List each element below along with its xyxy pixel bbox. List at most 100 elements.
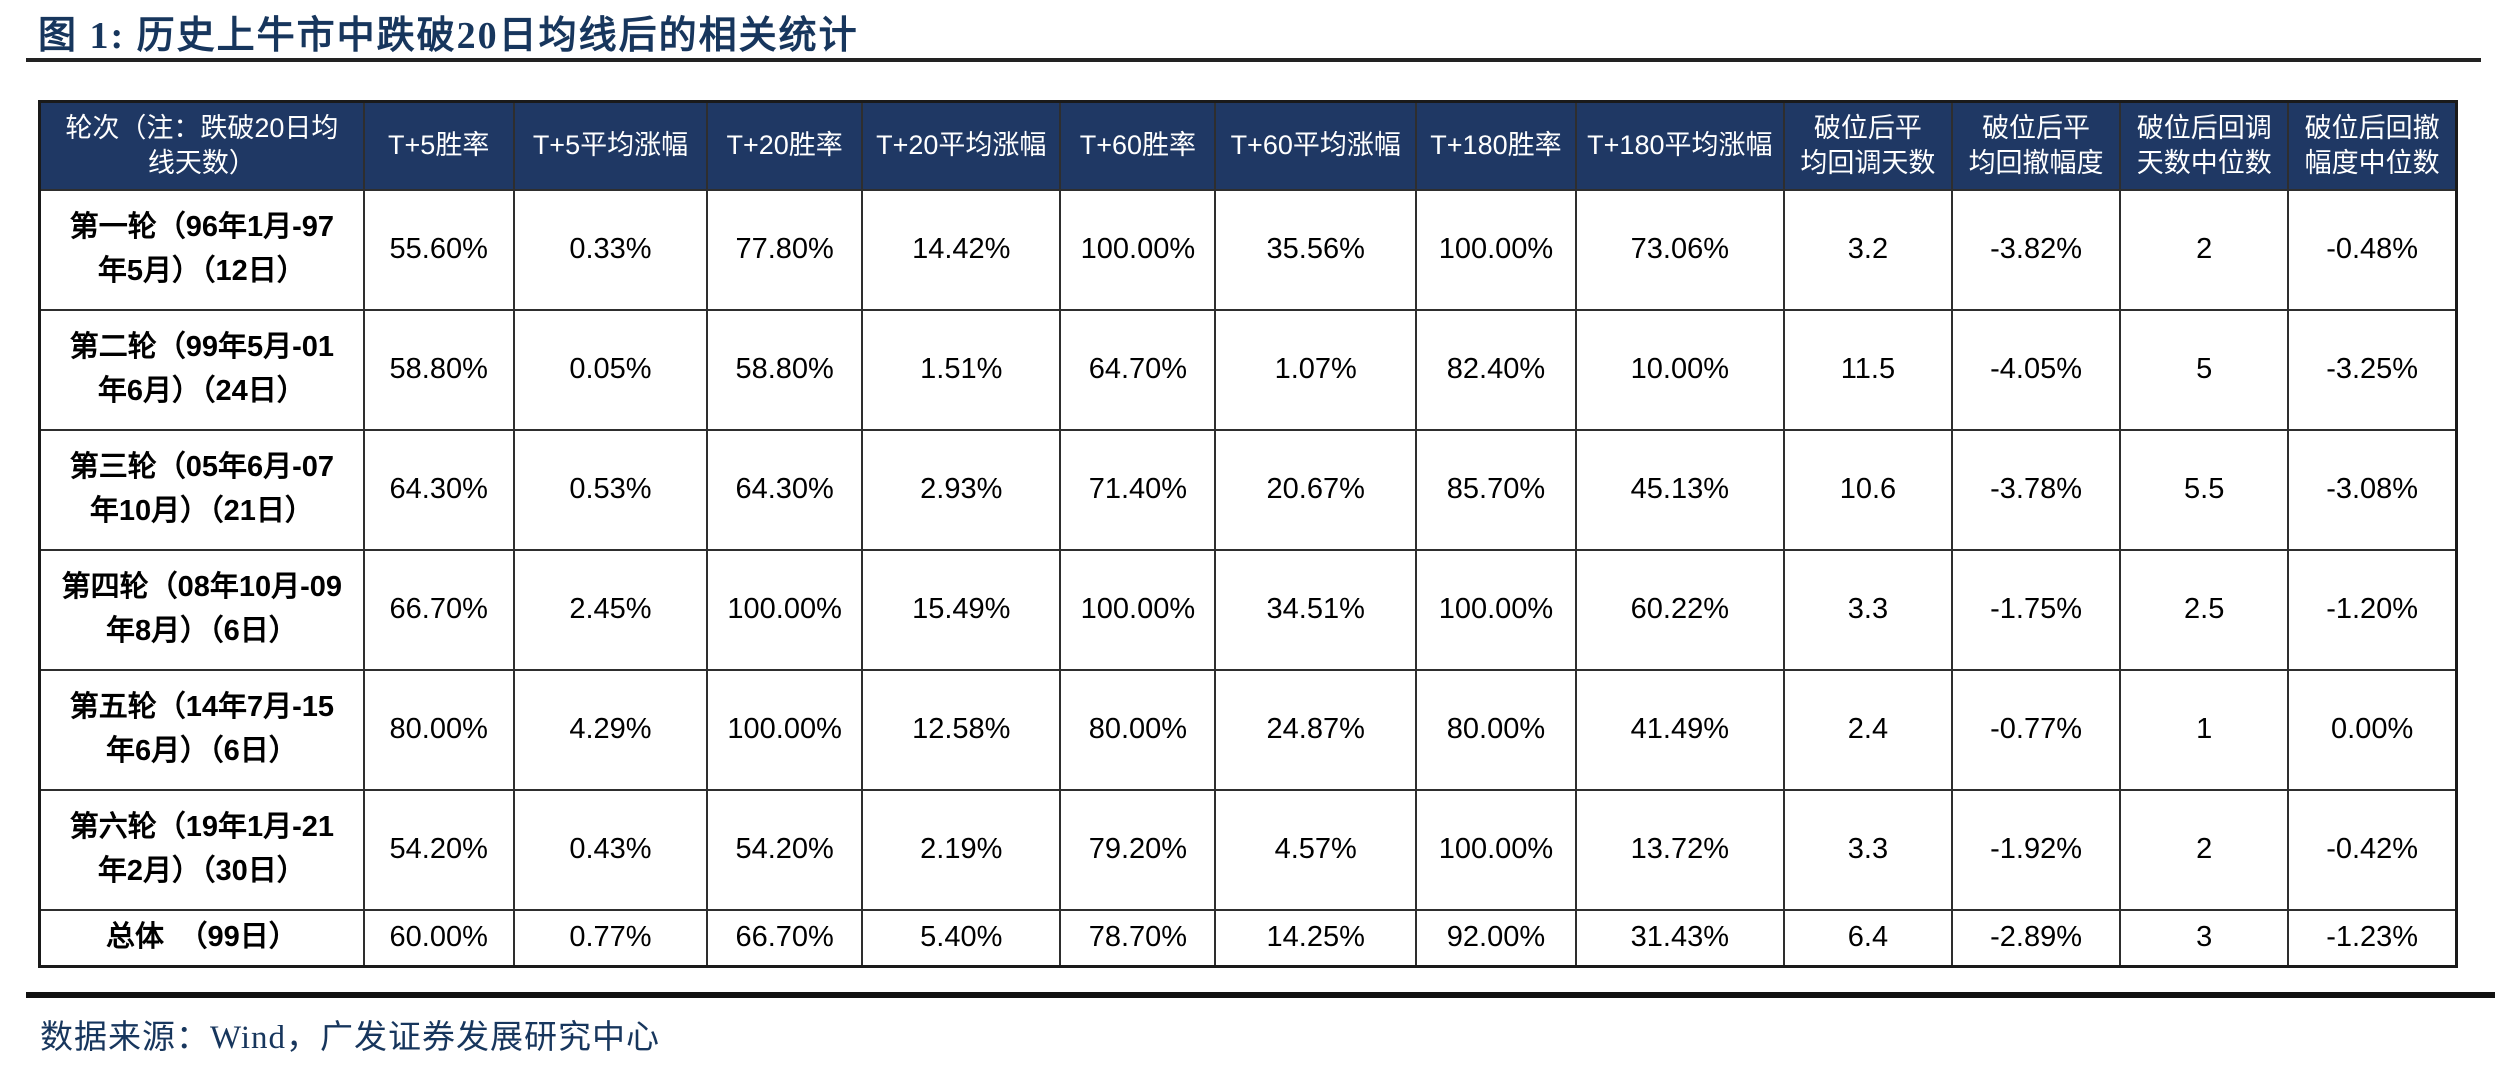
table-cell: -3.78%	[1950, 428, 2122, 551]
table-cell: 82.40%	[1415, 308, 1577, 431]
table-cell: 64.30%	[362, 428, 515, 551]
row-label: 第一轮（96年1月-97 年5月）（12日）	[38, 188, 365, 311]
table-cell: 0.77%	[512, 908, 709, 968]
table-cell: 34.51%	[1214, 548, 1418, 671]
table-row: 第五轮（14年7月-15 年6月）（6日） 80.00% 4.29% 100.00% 1…	[38, 668, 2458, 791]
table-cell: -3.25%	[2287, 308, 2458, 431]
table-cell: 24.87%	[1214, 668, 1418, 791]
column-header-12: 破位后回撤 幅度中位数	[2287, 100, 2459, 191]
table-cell: 2.93%	[861, 428, 1062, 551]
table-cell: -0.77%	[1950, 668, 2122, 791]
table-cell: 10.00%	[1574, 308, 1785, 431]
table-cell: 1.51%	[861, 308, 1062, 431]
table-cell: 5	[2119, 308, 2290, 431]
figure-title: 图 1: 历史上牛市中跌破20日均线后的相关统计	[38, 15, 859, 57]
table-cell: 11.5	[1782, 308, 1954, 431]
table-cell: -1.20%	[2287, 548, 2458, 671]
table-cell: -0.42%	[2287, 788, 2458, 911]
table-cell: 2.5	[2119, 548, 2290, 671]
table-cell: 100.00%	[1415, 548, 1577, 671]
table-cell: -1.23%	[2287, 908, 2458, 968]
table-cell: 60.22%	[1574, 548, 1785, 671]
table-cell: 1	[2119, 668, 2290, 791]
table-cell: 54.20%	[706, 788, 864, 911]
table-cell: 60.00%	[362, 908, 515, 968]
table-cell: 100.00%	[1059, 188, 1217, 311]
row-label: 总体 （99日）	[38, 908, 365, 968]
table-cell: 73.06%	[1574, 188, 1785, 311]
table-cell: 5.5	[2119, 428, 2290, 551]
table-cell: 55.60%	[362, 188, 515, 311]
table-header-row: 轮次（注：跌破20日均 线天数） T+5胜率 T+5平均涨幅 T+20胜率 T+20平均…	[37, 100, 2459, 191]
table-body: 第一轮（96年1月-97 年5月）（12日） 55.60% 0.33% 77.80% 1…	[38, 188, 2458, 968]
table-cell: -4.05%	[1950, 308, 2122, 431]
table-cell: 10.6	[1782, 428, 1954, 551]
table-cell: 14.42%	[861, 188, 1062, 311]
table-row: 第一轮（96年1月-97 年5月）（12日） 55.60% 0.33% 77.80% 1…	[38, 188, 2458, 311]
column-header-11: 破位后回调 天数中位数	[2119, 100, 2290, 191]
column-header-7: T+180胜率	[1415, 100, 1577, 191]
column-header-1: T+5胜率	[362, 100, 515, 191]
table-cell: -2.89%	[1950, 908, 2122, 968]
table-cell: 78.70%	[1059, 908, 1217, 968]
column-header-9: 破位后平 均回调天数	[1782, 100, 1954, 191]
table-cell: 100.00%	[1415, 788, 1577, 911]
table-cell: 66.70%	[706, 908, 864, 968]
column-header-2: T+5平均涨幅	[512, 100, 709, 191]
table-cell: 2	[2119, 788, 2290, 911]
column-header-0: 轮次（注：跌破20日均 线天数）	[37, 100, 365, 191]
table-cell: 77.80%	[706, 188, 864, 311]
table-cell: 79.20%	[1059, 788, 1217, 911]
row-label: 第二轮（99年5月-01 年6月）（24日）	[38, 308, 365, 431]
data-source: 数据来源：Wind，广发证券发展研究中心	[40, 1020, 660, 1056]
column-header-4: T+20平均涨幅	[861, 100, 1062, 191]
table-cell: 100.00%	[1059, 548, 1217, 671]
table-row: 第三轮（05年6月-07 年10月）（21日） 64.30% 0.53% 64.30%…	[38, 428, 2458, 551]
table-cell: 15.49%	[861, 548, 1062, 671]
table-cell: -1.75%	[1950, 548, 2122, 671]
table-cell: 35.56%	[1214, 188, 1418, 311]
table-cell: 54.20%	[362, 788, 515, 911]
table-cell: -1.92%	[1950, 788, 2122, 911]
table-cell: 2.45%	[512, 548, 709, 671]
table-cell: 0.53%	[512, 428, 709, 551]
table-cell: 64.70%	[1059, 308, 1217, 431]
table-cell: 66.70%	[362, 548, 515, 671]
column-header-3: T+20胜率	[706, 100, 864, 191]
table-row: 第四轮（08年10月-09 年8月）（6日） 66.70% 2.45% 100.00%…	[38, 548, 2458, 671]
table-cell: 6.4	[1782, 908, 1954, 968]
bottom-divider	[26, 992, 2495, 998]
table-cell: 0.00%	[2287, 668, 2458, 791]
table-cell: 0.33%	[512, 188, 709, 311]
table-cell: -3.82%	[1950, 188, 2122, 311]
table-cell: 31.43%	[1574, 908, 1785, 968]
table-cell: 58.80%	[362, 308, 515, 431]
table-cell: 64.30%	[706, 428, 864, 551]
table-cell: 20.67%	[1214, 428, 1418, 551]
title-divider	[26, 58, 2481, 62]
column-header-6: T+60平均涨幅	[1214, 100, 1418, 191]
table-cell: 58.80%	[706, 308, 864, 431]
table-cell: -0.48%	[2287, 188, 2458, 311]
table-cell: 3.3	[1782, 788, 1954, 911]
table-cell: 2.19%	[861, 788, 1062, 911]
column-header-5: T+60胜率	[1059, 100, 1217, 191]
table-cell: 45.13%	[1574, 428, 1785, 551]
table-cell: 80.00%	[362, 668, 515, 791]
table-cell: 71.40%	[1059, 428, 1217, 551]
table-cell: 5.40%	[861, 908, 1062, 968]
table-cell: 100.00%	[706, 548, 864, 671]
table-cell: 2	[2119, 188, 2290, 311]
table-row-total: 总体 （99日） 60.00% 0.77% 66.70% 5.40% 78.70% 14.2…	[38, 908, 2458, 968]
table-row: 第六轮（19年1月-21 年2月）（30日） 54.20% 0.43% 54.20% 2…	[38, 788, 2458, 911]
column-header-8: T+180平均涨幅	[1574, 100, 1785, 191]
row-label: 第三轮（05年6月-07 年10月）（21日）	[38, 428, 365, 551]
table-cell: 0.43%	[512, 788, 709, 911]
table-cell: 0.05%	[512, 308, 709, 431]
table-cell: 4.29%	[512, 668, 709, 791]
table-cell: 41.49%	[1574, 668, 1785, 791]
table-cell: 80.00%	[1059, 668, 1217, 791]
table-cell: 3.3	[1782, 548, 1954, 671]
table-cell: 85.70%	[1415, 428, 1577, 551]
table-cell: 100.00%	[1415, 188, 1577, 311]
